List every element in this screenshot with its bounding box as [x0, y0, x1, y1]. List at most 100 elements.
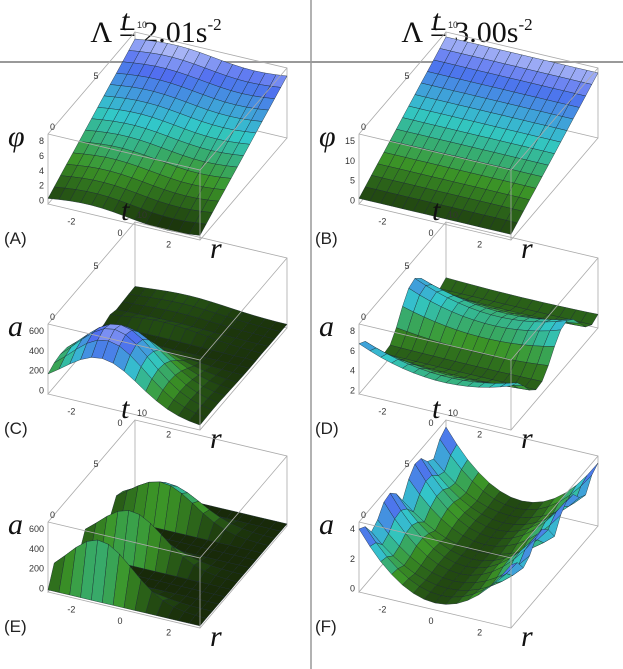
z-tick-label: 0 — [350, 584, 355, 594]
t-tick-label: 0 — [50, 510, 55, 520]
panel-label: (B) — [315, 229, 338, 248]
r-tick-label: -2 — [67, 406, 75, 416]
z-axis-label: a — [319, 508, 334, 541]
z-axis-label: a — [8, 508, 23, 541]
t-axis-label: t — [121, 194, 130, 227]
t-axis-label: t — [432, 4, 441, 37]
surface-patch — [188, 615, 207, 627]
t-tick-label: 5 — [405, 261, 410, 271]
t-tick-label: 10 — [448, 20, 458, 30]
r-tick-label: 2 — [166, 430, 171, 440]
t-tick-label: 0 — [361, 122, 366, 132]
t-tick-label: 10 — [448, 408, 458, 418]
header-exp: -2 — [207, 15, 221, 34]
r-tick-label: 2 — [166, 240, 171, 250]
r-tick-label: 0 — [117, 616, 122, 626]
panel: 0 2 4 6 8 -2 0 2 0 5 10 t r φ (A) — [4, 4, 288, 265]
r-tick-label: -2 — [378, 604, 386, 614]
z-tick-label: 8 — [39, 136, 44, 146]
panel: 0 2 4 -2 0 2 0 5 10 t r a (F) — [315, 392, 599, 653]
z-tick-label: 0 — [39, 196, 44, 206]
z-tick-label: 6 — [350, 346, 355, 356]
r-tick-label: 0 — [117, 418, 122, 428]
r-tick-label: 2 — [477, 240, 482, 250]
t-tick-label: 10 — [137, 20, 147, 30]
r-axis-label: r — [521, 232, 533, 265]
panel-label: (C) — [4, 419, 28, 438]
z-tick-label: 400 — [29, 544, 44, 554]
z-tick-label: 0 — [350, 196, 355, 206]
surface-patch — [499, 220, 518, 235]
z-tick-label: 5 — [350, 176, 355, 186]
t-tick-label: 5 — [94, 71, 99, 81]
r-tick-label: 2 — [477, 430, 482, 440]
surface-patch — [188, 222, 207, 236]
r-tick-label: -2 — [378, 406, 386, 416]
z-tick-label: 2 — [350, 554, 355, 564]
z-tick-label: 2 — [350, 386, 355, 396]
r-axis-label: r — [521, 422, 533, 455]
t-tick-label: 0 — [50, 122, 55, 132]
t-axis-label: t — [121, 4, 130, 37]
box-edge — [358, 221, 599, 396]
t-axis-label: t — [432, 392, 441, 425]
z-axis-label: φ — [8, 120, 25, 153]
t-tick-label: 0 — [50, 312, 55, 322]
t-tick-label: 0 — [361, 510, 366, 520]
box-edge — [47, 419, 288, 594]
r-tick-label: -2 — [67, 604, 75, 614]
z-tick-label: 10 — [345, 156, 355, 166]
t-tick-label: 5 — [405, 71, 410, 81]
panel-label: (E) — [4, 617, 27, 636]
z-axis-label: a — [8, 310, 23, 343]
z-tick-label: 4 — [350, 366, 355, 376]
z-tick-label: 4 — [39, 166, 44, 176]
r-tick-label: -2 — [378, 216, 386, 226]
r-tick-label: 0 — [117, 228, 122, 238]
panel-label: (D) — [315, 419, 339, 438]
z-tick-label: 6 — [39, 151, 44, 161]
surface-patch — [500, 382, 518, 388]
z-tick-label: 200 — [29, 564, 44, 574]
z-axis-label: a — [319, 310, 334, 343]
r-axis-label: r — [521, 620, 533, 653]
r-tick-label: 2 — [166, 628, 171, 638]
z-axis-label: φ — [319, 120, 336, 153]
t-tick-label: 5 — [94, 459, 99, 469]
panel-label: (A) — [4, 229, 27, 248]
z-tick-label: 600 — [29, 326, 44, 336]
surface-patch — [499, 562, 518, 578]
t-tick-label: 5 — [94, 261, 99, 271]
z-tick-label: 0 — [39, 584, 44, 594]
t-axis-label: t — [432, 194, 441, 227]
r-tick-label: 0 — [428, 418, 433, 428]
t-tick-label: 10 — [137, 408, 147, 418]
r-tick-label: 0 — [428, 228, 433, 238]
z-tick-label: 0 — [39, 386, 44, 396]
r-axis-label: r — [210, 232, 222, 265]
t-tick-label: 10 — [137, 210, 147, 220]
z-tick-label: 8 — [350, 326, 355, 336]
surface-patch — [188, 412, 207, 426]
panel-label: (F) — [315, 617, 337, 636]
panel: 0 200 400 600 -2 0 2 0 5 10 t r a (E) — [4, 392, 288, 653]
r-axis-label: r — [210, 422, 222, 455]
header-exp: -2 — [518, 15, 532, 34]
r-axis-label: r — [210, 620, 222, 653]
t-tick-label: 5 — [405, 459, 410, 469]
z-tick-label: 400 — [29, 346, 44, 356]
panel: 0 5 10 15 -2 0 2 0 5 10 t r φ (B) — [315, 4, 599, 265]
box-edge — [47, 221, 288, 396]
panel: 2 4 6 8 -2 0 2 0 5 10 t r a (D) — [315, 194, 599, 455]
z-tick-label: 2 — [39, 181, 44, 191]
z-tick-label: 600 — [29, 524, 44, 534]
z-tick-label: 4 — [350, 524, 355, 534]
z-tick-label: 200 — [29, 366, 44, 376]
z-tick-label: 15 — [345, 136, 355, 146]
r-tick-label: 2 — [477, 628, 482, 638]
t-tick-label: 10 — [448, 210, 458, 220]
r-tick-label: -2 — [67, 216, 75, 226]
r-tick-label: 0 — [428, 616, 433, 626]
